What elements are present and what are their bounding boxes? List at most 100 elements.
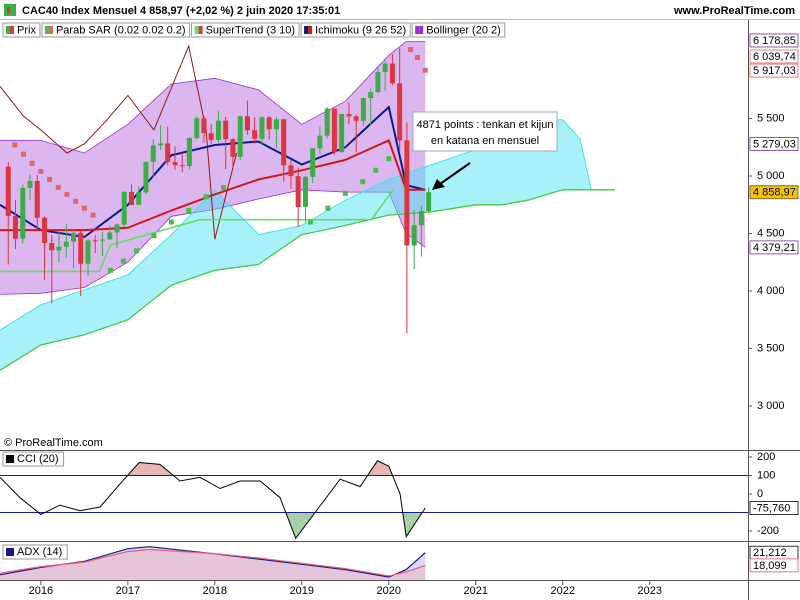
legend-item[interactable] [41, 22, 191, 38]
candle-body [63, 241, 69, 247]
candle-body [201, 118, 207, 134]
annotation-arrow [439, 162, 471, 185]
legend-swatch [194, 26, 199, 34]
price-label: 6 039,74 [753, 51, 796, 63]
sar-dot [414, 55, 420, 61]
sar-dot [12, 142, 18, 148]
candle-body [208, 133, 214, 141]
panel-label-box [2, 451, 65, 467]
legend-item[interactable] [411, 22, 506, 38]
legend-label: Ichimoku (9 26 52) [315, 24, 406, 36]
ichimoku-cloud [0, 119, 615, 371]
annotation-box[interactable] [412, 111, 558, 152]
candle-body [375, 71, 381, 93]
legend-label: SuperTrend (3 10) [206, 24, 295, 36]
legend-item[interactable] [191, 22, 300, 38]
y-tick-label: 200 [757, 451, 775, 463]
sar-dot [151, 233, 157, 239]
candle-body [346, 114, 352, 117]
y-tick-label: 3 000 [757, 400, 785, 412]
legend-swatch [308, 26, 313, 34]
sar-dot [90, 212, 96, 218]
axes: 3 000 3 500 4 000 4 500 5 000 5 500 -200 0 100 20… [29, 33, 799, 597]
candle-body [42, 217, 48, 244]
sar-dot [422, 67, 428, 73]
candle-body [397, 83, 403, 141]
header-title: CAC40 Index Mensuel 4 858,97 (+2,02 %) 2… [22, 5, 340, 17]
candle-body [259, 117, 265, 139]
candle-body [129, 191, 135, 205]
candle-body [426, 192, 432, 212]
sar-dot [81, 205, 87, 211]
candle-body [107, 232, 113, 240]
candle-body [186, 138, 192, 167]
legend-swatch [415, 26, 420, 34]
price-label-box [749, 558, 799, 573]
watermark: © ProRealTime.com [4, 437, 103, 449]
candle-body [389, 63, 395, 84]
price-label: 5 279,03 [753, 138, 796, 150]
legend-swatch [44, 26, 49, 34]
sar-dot [55, 185, 61, 191]
annotation-line: 4871 points : tenkan et kijun [417, 119, 554, 131]
candle-body [404, 140, 410, 246]
sar-dot [325, 205, 331, 211]
bollinger-upper [0, 41, 426, 154]
sar-dot [168, 219, 174, 225]
candle-body [310, 148, 316, 177]
sar-dot [203, 194, 209, 200]
panel-label: ADX (14) [17, 546, 62, 558]
price-label-box [749, 63, 799, 78]
legend-swatch [198, 26, 203, 34]
x-tick-label: 2023 [637, 585, 661, 597]
candle-body [121, 191, 127, 225]
sar-dot [29, 160, 35, 166]
x-tick-label: 2018 [203, 585, 227, 597]
panel-swatch [6, 455, 14, 463]
sar-dot [20, 151, 26, 157]
sar-dot [134, 248, 140, 254]
legend-swatch [6, 26, 10, 34]
candle-body [165, 143, 171, 163]
tenkan-sen [0, 105, 426, 239]
senkou-span-a [0, 119, 615, 331]
candle-body [179, 165, 185, 167]
annotation-line: en katana en mensuel [431, 135, 539, 147]
legend-label: Parab SAR (0.02 0.02 0.2) [56, 24, 186, 36]
adx-panel: ADX (14) [0, 544, 426, 580]
candle-body [49, 243, 55, 251]
candle-body [302, 176, 308, 207]
candle-body [295, 176, 301, 207]
sar-dot [47, 176, 53, 182]
chikou-span [0, 44, 238, 240]
header-bar [0, 0, 800, 20]
legend-swatch [419, 26, 424, 34]
price-label: 21,212 [753, 547, 787, 559]
candle-body [12, 215, 18, 239]
legend-swatch [48, 26, 53, 34]
x-tick-label: 2022 [550, 585, 574, 597]
candle-body [5, 166, 11, 216]
adx-line [0, 548, 426, 577]
candle-body [411, 225, 417, 246]
price-label: 18,099 [753, 560, 787, 572]
legend-swatch [304, 26, 309, 34]
candle-body [70, 232, 76, 242]
x-tick-label: 2017 [116, 585, 140, 597]
legend-item[interactable] [300, 22, 411, 38]
candle-body [281, 119, 287, 166]
x-tick-label: 2020 [377, 585, 401, 597]
candle-body [157, 143, 163, 146]
x-tick-label: 2019 [290, 585, 314, 597]
candle-body [99, 239, 105, 241]
bollinger-band [0, 41, 426, 295]
sar-dot [64, 191, 70, 197]
arrow-head [432, 179, 445, 190]
header-site[interactable]: www.ProRealTime.com [673, 5, 795, 17]
candle-body [382, 63, 388, 72]
panel-swatch [6, 548, 14, 556]
legend-label: Prix [17, 24, 36, 36]
bollinger-lower [0, 189, 426, 295]
sar-dot [186, 208, 192, 214]
